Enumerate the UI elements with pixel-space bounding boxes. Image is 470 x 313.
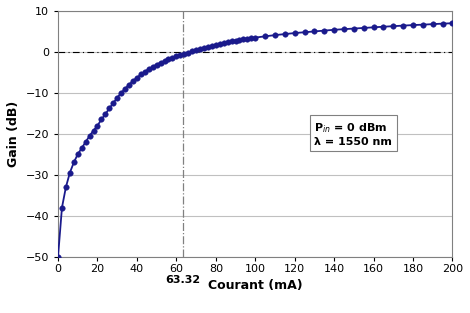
Text: 63.32: 63.32 bbox=[165, 275, 201, 285]
Text: P$_{in}$ = 0 dBm
λ = 1550 nm: P$_{in}$ = 0 dBm λ = 1550 nm bbox=[314, 121, 392, 146]
X-axis label: Courant (mA): Courant (mA) bbox=[208, 279, 303, 292]
Y-axis label: Gain (dB): Gain (dB) bbox=[7, 101, 20, 167]
